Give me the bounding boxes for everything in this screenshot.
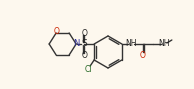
Text: O: O [81, 28, 87, 37]
Text: S: S [81, 40, 87, 49]
Text: NH: NH [158, 40, 170, 49]
Text: O: O [140, 52, 146, 61]
Text: N: N [73, 40, 79, 49]
Text: Cl: Cl [84, 66, 92, 74]
Text: O: O [53, 28, 59, 36]
Text: NH: NH [125, 40, 137, 49]
Text: O: O [81, 50, 87, 60]
